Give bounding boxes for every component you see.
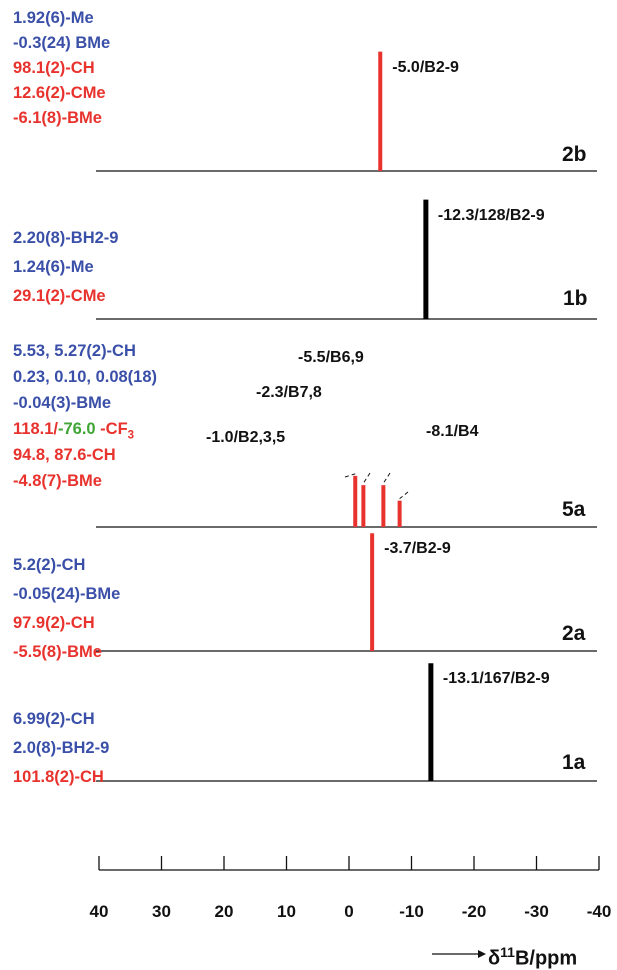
annotation-part: -CF <box>95 420 128 438</box>
annotation-1b-2: 29.1(2)-CMe <box>13 287 106 305</box>
annotation-2b-3: 12.6(2)-CMe <box>13 84 106 102</box>
spectrum-tag-1a: 1a <box>562 751 586 774</box>
x-axis-tick-label-7: -30 <box>524 902 549 921</box>
annotation-part: 3 <box>127 429 135 442</box>
x-axis-label-prefix: δ <box>488 947 501 970</box>
x-axis-tick-label-5: -10 <box>399 902 424 921</box>
callout-line-5a-2 <box>382 472 391 484</box>
annotation-2b-0: 1.92(6)-Me <box>13 9 94 27</box>
annotation-2b-2: 98.1(2)-CH <box>13 59 95 77</box>
x-axis-tick-label-0: 40 <box>89 902 109 921</box>
annotation-2a-3: -5.5(8)-BMe <box>13 643 102 661</box>
annotation-5a-4: 94.8, 87.6-CH <box>13 446 116 464</box>
peak-label-5a-1: -2.3/B7,8 <box>256 384 322 401</box>
annotation-5a-5: -4.8(7)-BMe <box>13 472 102 490</box>
annotation-2b-4: -6.1(8)-BMe <box>13 109 102 127</box>
peak-label-5a-0: -1.0/B2,3,5 <box>206 429 286 446</box>
callout-line-5a-1 <box>362 472 371 484</box>
spectrum-tag-2a: 2a <box>562 622 586 645</box>
annotation-5a-1: 0.23, 0.10, 0.08(18) <box>13 368 158 386</box>
spectrum-tag-5a: 5a <box>562 498 586 521</box>
x-axis-tick-label-4: 0 <box>344 902 354 921</box>
peak-label-2a-0: -3.7/B2-9 <box>384 540 451 558</box>
callout-line-5a-3 <box>399 491 409 500</box>
peak-label-2b-0: -5.0/B2-9 <box>392 58 459 76</box>
annotation-5a-3: 118.1/-76.0 -CF3 <box>13 421 134 442</box>
x-axis-tick-label-1: 30 <box>152 902 171 921</box>
annotation-1a-2: 101.8(2)-CH <box>13 768 104 786</box>
annotation-1a-0: 6.99(2)-CH <box>13 710 95 728</box>
annotation-1a-1: 2.0(8)-BH2-9 <box>13 739 110 757</box>
annotation-2a-0: 5.2(2)-CH <box>13 556 86 574</box>
x-axis-label: δ11B/ppm <box>488 945 577 969</box>
spectrum-tag-2b: 2b <box>562 143 587 166</box>
peak-label-5a-2: -5.5/B6,9 <box>298 349 364 366</box>
annotation-1b-0: 2.20(8)-BH2-9 <box>13 229 119 247</box>
annotation-1b-1: 1.24(6)-Me <box>13 258 94 276</box>
annotation-part: -76.0 <box>57 420 96 438</box>
x-axis-tick-label-2: 20 <box>214 902 234 921</box>
annotation-5a-0: 5.53, 5.27(2)-CH <box>13 342 136 360</box>
annotation-5a-2: -0.04(3)-BMe <box>13 394 112 412</box>
x-axis-label-sup: 11 <box>500 944 515 960</box>
x-axis-tick-label-3: 10 <box>277 902 296 921</box>
peak-label-1a-0: -13.1/167/B2-9 <box>442 670 550 688</box>
peak-label-1b-0: -12.3/128/B2-9 <box>437 206 545 224</box>
annotation-part: 118.1/ <box>13 420 58 438</box>
x-axis-tick-label-6: -20 <box>461 902 487 921</box>
peak-label-5a-3: -8.1/B4 <box>426 423 479 440</box>
direction-arrow-head <box>478 950 486 958</box>
spectrum-tag-1b: 1b <box>563 287 588 310</box>
callout-line-5a-0 <box>344 473 356 478</box>
annotation-2a-2: 97.9(2)-CH <box>13 614 95 632</box>
x-axis-label-rest: B/ppm <box>514 947 578 970</box>
annotation-2b-1: -0.3(24) BMe <box>13 34 111 52</box>
annotation-2a-1: -0.05(24)-BMe <box>13 585 121 603</box>
x-axis-tick-label-8: -40 <box>586 902 612 921</box>
